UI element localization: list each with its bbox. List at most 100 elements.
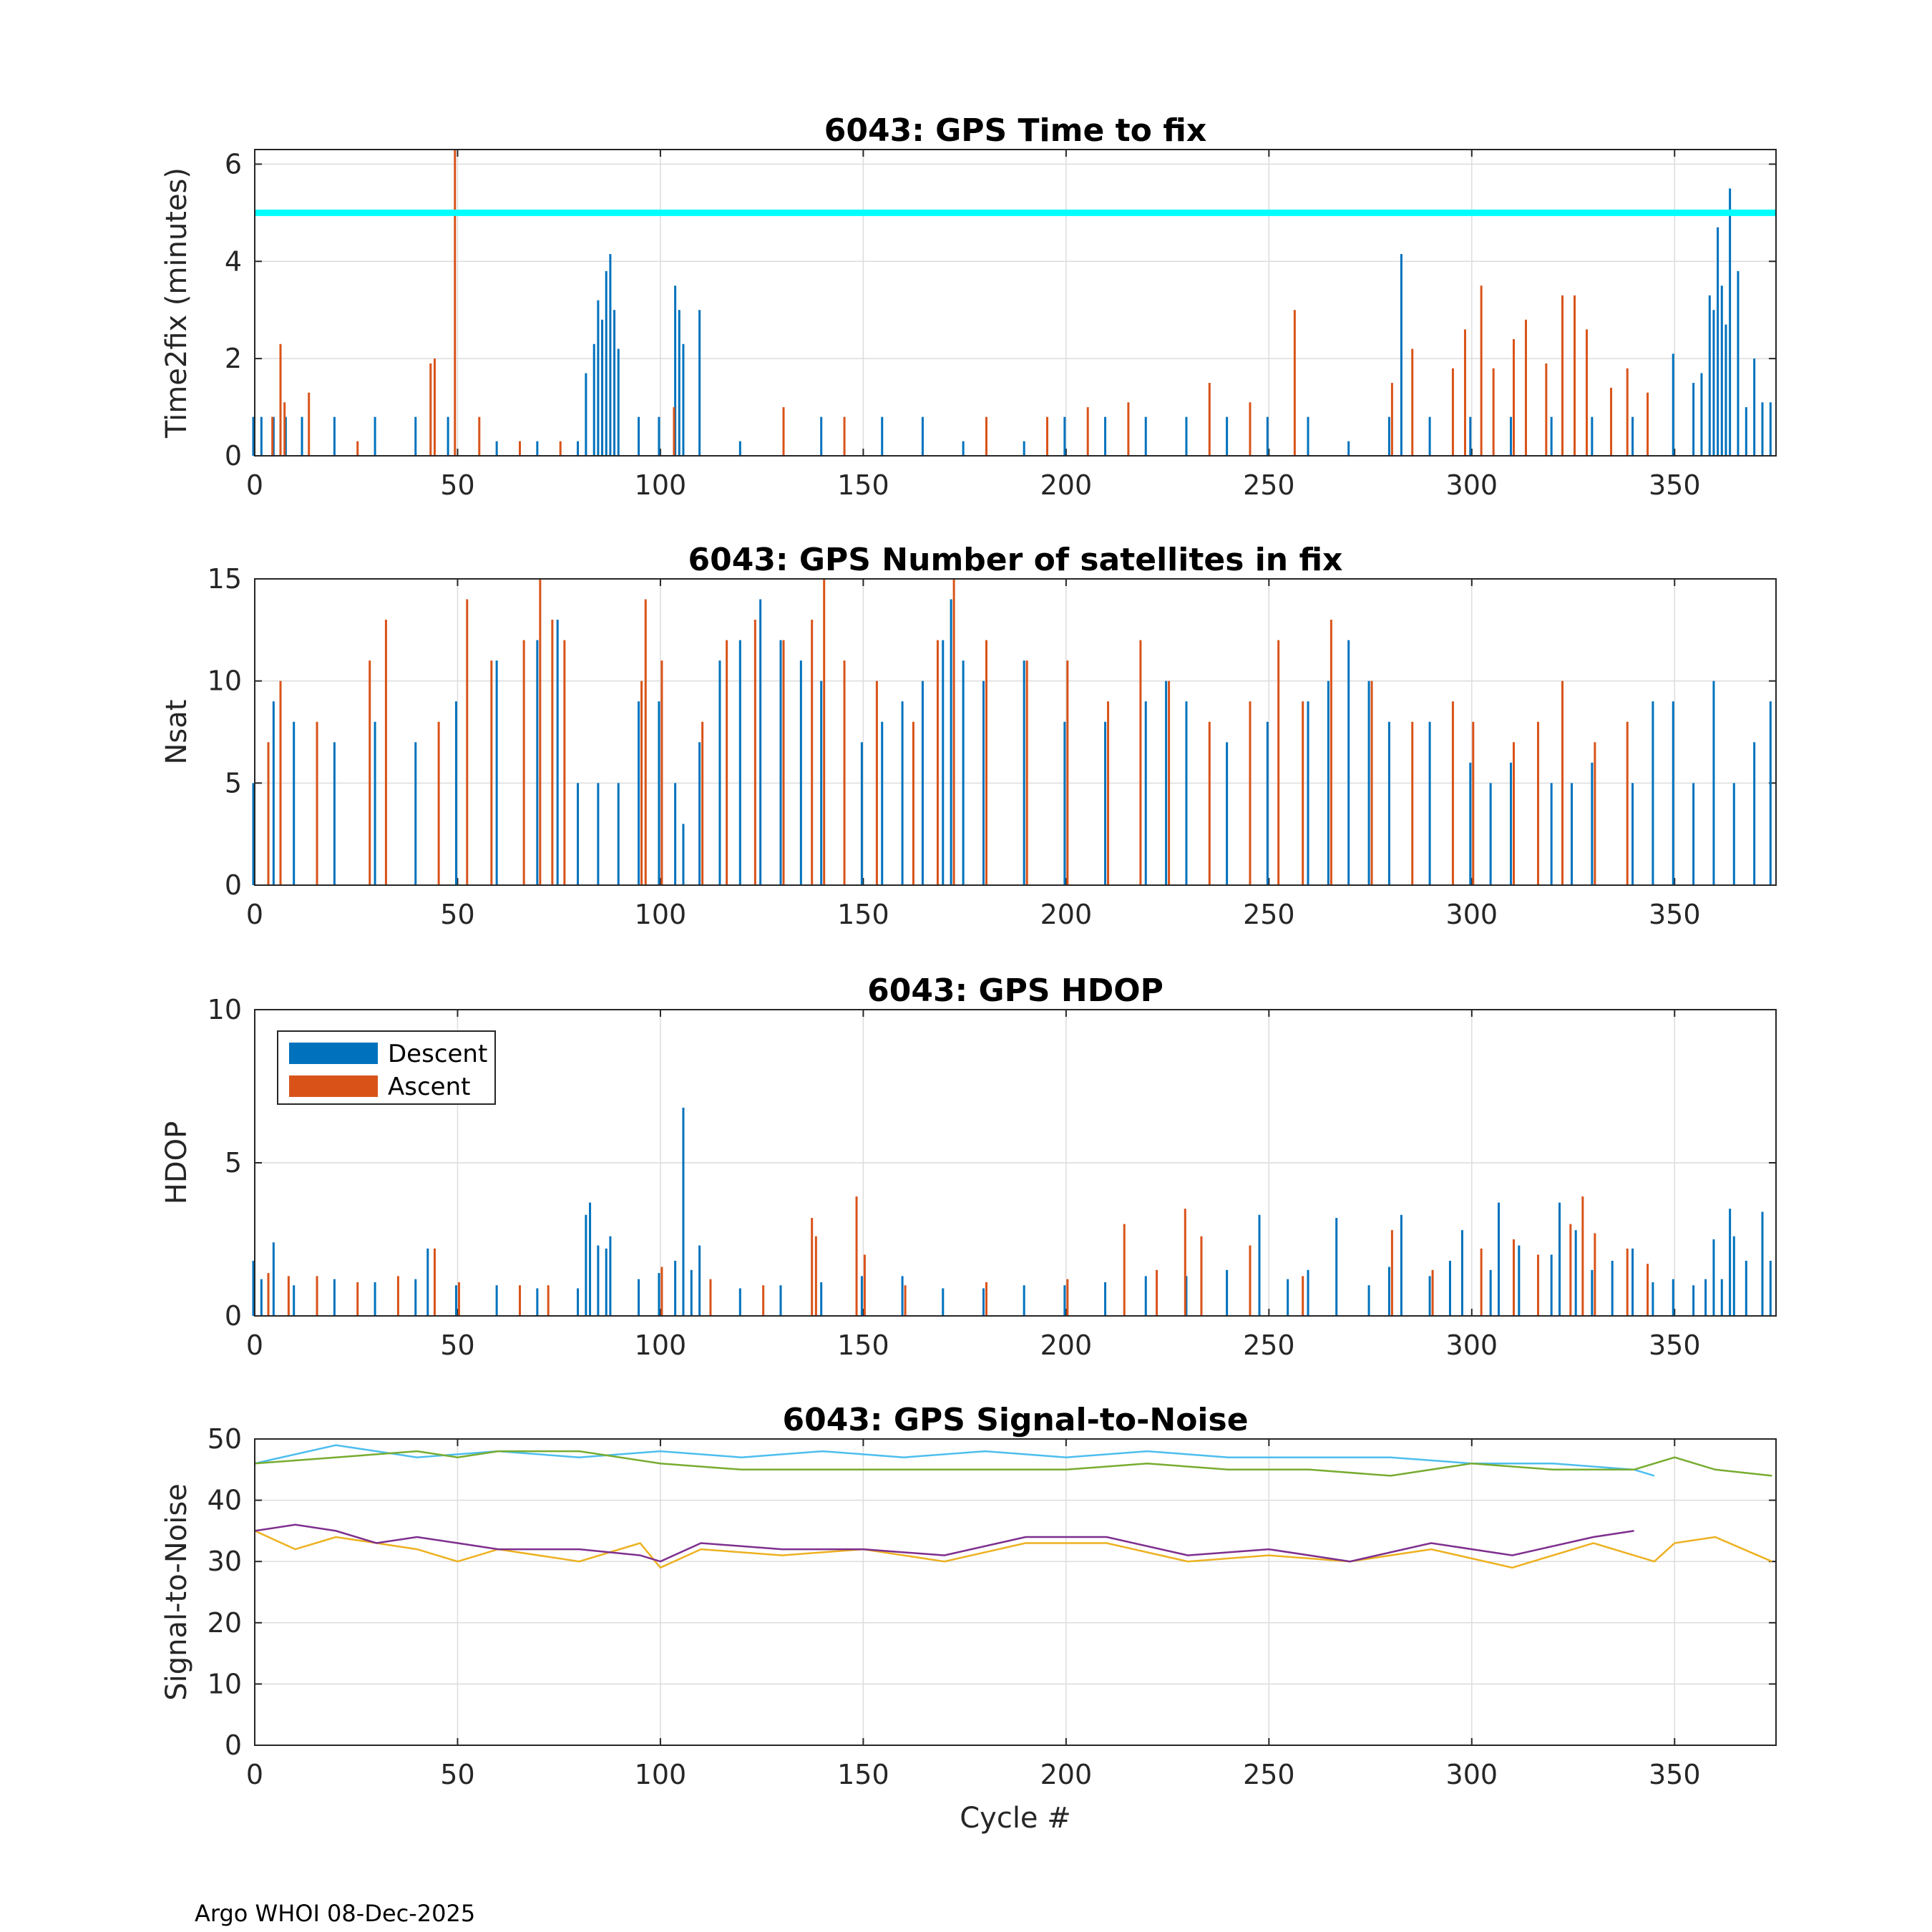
ascent-bar bbox=[985, 640, 987, 885]
y-tick-label: 0 bbox=[225, 440, 242, 472]
x-tick-label: 100 bbox=[635, 469, 687, 501]
descent-bar bbox=[414, 1279, 417, 1316]
descent-bar bbox=[536, 640, 539, 885]
descent-bar bbox=[779, 640, 782, 885]
ascent-bar bbox=[1025, 660, 1028, 885]
ascent-bar bbox=[1472, 721, 1475, 885]
descent-bar bbox=[1708, 295, 1711, 456]
ascent-bar bbox=[1330, 620, 1332, 885]
descent-bar bbox=[1367, 680, 1370, 885]
descent-bar bbox=[1335, 1218, 1338, 1316]
descent-bar bbox=[682, 824, 685, 885]
descent-bar bbox=[414, 416, 417, 456]
y-axis-label: Time2fix (minutes) bbox=[160, 167, 193, 439]
descent-bar bbox=[1460, 1230, 1463, 1316]
descent-bar bbox=[1226, 1269, 1229, 1316]
chart-title: 6043: GPS Time to fix bbox=[824, 112, 1206, 149]
ascent-bar bbox=[1249, 701, 1252, 885]
descent-bar bbox=[1469, 762, 1472, 885]
descent-bar bbox=[1720, 286, 1723, 456]
descent-bar bbox=[881, 721, 884, 885]
descent-bar bbox=[1712, 680, 1715, 885]
ascent-bar bbox=[1480, 286, 1483, 456]
x-tick-label: 350 bbox=[1649, 1759, 1701, 1790]
chart-title: 6043: GPS HDOP bbox=[867, 972, 1163, 1009]
chart-title: 6043: GPS Signal-to-Noise bbox=[782, 1402, 1248, 1438]
descent-bar bbox=[252, 783, 255, 885]
descent-bar bbox=[921, 680, 924, 885]
ascent-bar bbox=[1208, 383, 1211, 456]
descent-bar bbox=[495, 660, 498, 885]
ascent-bar bbox=[1370, 680, 1373, 885]
descent-bar bbox=[1469, 416, 1472, 456]
ascent-bar bbox=[1537, 721, 1540, 885]
descent-bar bbox=[1226, 416, 1229, 456]
descent-bar bbox=[1753, 358, 1756, 456]
ascent-bar bbox=[1545, 363, 1548, 456]
ascent-bar bbox=[1066, 1279, 1069, 1316]
descent-bar bbox=[1258, 1214, 1261, 1316]
descent-bar bbox=[1611, 1260, 1614, 1316]
x-tick-label: 300 bbox=[1446, 1759, 1498, 1790]
descent-bar bbox=[674, 1260, 677, 1316]
descent-bar bbox=[1571, 783, 1574, 885]
descent-bar bbox=[252, 416, 255, 456]
y-tick-label: 4 bbox=[225, 245, 242, 277]
ascent-bar bbox=[369, 660, 371, 885]
descent-bar bbox=[1720, 1279, 1723, 1316]
descent-bar bbox=[592, 343, 595, 456]
descent-bar bbox=[638, 1279, 640, 1316]
ascent-bar bbox=[823, 579, 826, 885]
ascent-bar bbox=[985, 1282, 987, 1316]
legend-label: Ascent bbox=[388, 1073, 470, 1101]
descent-bar bbox=[779, 1285, 782, 1316]
ascent-bar bbox=[1277, 640, 1280, 885]
y-tick-label: 5 bbox=[225, 767, 242, 799]
descent-bar bbox=[293, 1285, 296, 1316]
ascent-bar bbox=[519, 1285, 522, 1316]
axes-box bbox=[254, 1009, 1777, 1317]
descent-bar bbox=[495, 441, 498, 456]
x-tick-label: 200 bbox=[1040, 469, 1093, 501]
x-tick-label: 50 bbox=[440, 469, 474, 501]
ascent-bar bbox=[563, 640, 566, 885]
ascent-bar bbox=[952, 579, 955, 885]
descent-bar bbox=[1518, 1245, 1521, 1316]
ascent-bar bbox=[1411, 348, 1414, 456]
descent-bar bbox=[1672, 1279, 1674, 1316]
descent-bar bbox=[1729, 1209, 1732, 1316]
ascent-bar bbox=[1411, 721, 1414, 885]
ascent-bar bbox=[316, 721, 318, 885]
descent-bar bbox=[738, 441, 741, 456]
descent-bar bbox=[617, 348, 620, 456]
plot-area bbox=[255, 150, 1776, 456]
axes-box bbox=[254, 149, 1777, 457]
y-axis-label: Signal-to-Noise bbox=[160, 1483, 193, 1701]
ascent-bar bbox=[1184, 1209, 1186, 1316]
descent-bar bbox=[1724, 324, 1727, 456]
ascent-bar bbox=[1646, 1264, 1649, 1316]
descent-bar bbox=[982, 680, 985, 885]
descent-bar bbox=[799, 660, 802, 885]
ascent-bar bbox=[1046, 416, 1049, 456]
y-tick-label: 15 bbox=[208, 563, 242, 595]
x-tick-label: 350 bbox=[1649, 899, 1701, 930]
descent-bar bbox=[1717, 227, 1719, 456]
descent-bar bbox=[718, 660, 721, 885]
descent-bar bbox=[447, 416, 449, 456]
descent-bar bbox=[454, 701, 457, 885]
descent-bar bbox=[374, 721, 376, 885]
x-tick-label: 0 bbox=[246, 469, 263, 501]
y-tick-label: 10 bbox=[208, 665, 242, 697]
ascent-bar bbox=[1127, 402, 1130, 456]
ascent-bar bbox=[1156, 1269, 1158, 1316]
ascent-bar bbox=[1525, 319, 1528, 456]
ascent-bar bbox=[1594, 742, 1596, 885]
legend-swatch bbox=[289, 1043, 378, 1064]
descent-bar bbox=[260, 1279, 263, 1316]
descent-bar bbox=[1185, 1276, 1188, 1316]
ascent-bar bbox=[1302, 1276, 1304, 1316]
descent-bar bbox=[678, 310, 680, 456]
descent-bar bbox=[374, 1282, 376, 1316]
ascent-bar bbox=[1139, 640, 1142, 885]
